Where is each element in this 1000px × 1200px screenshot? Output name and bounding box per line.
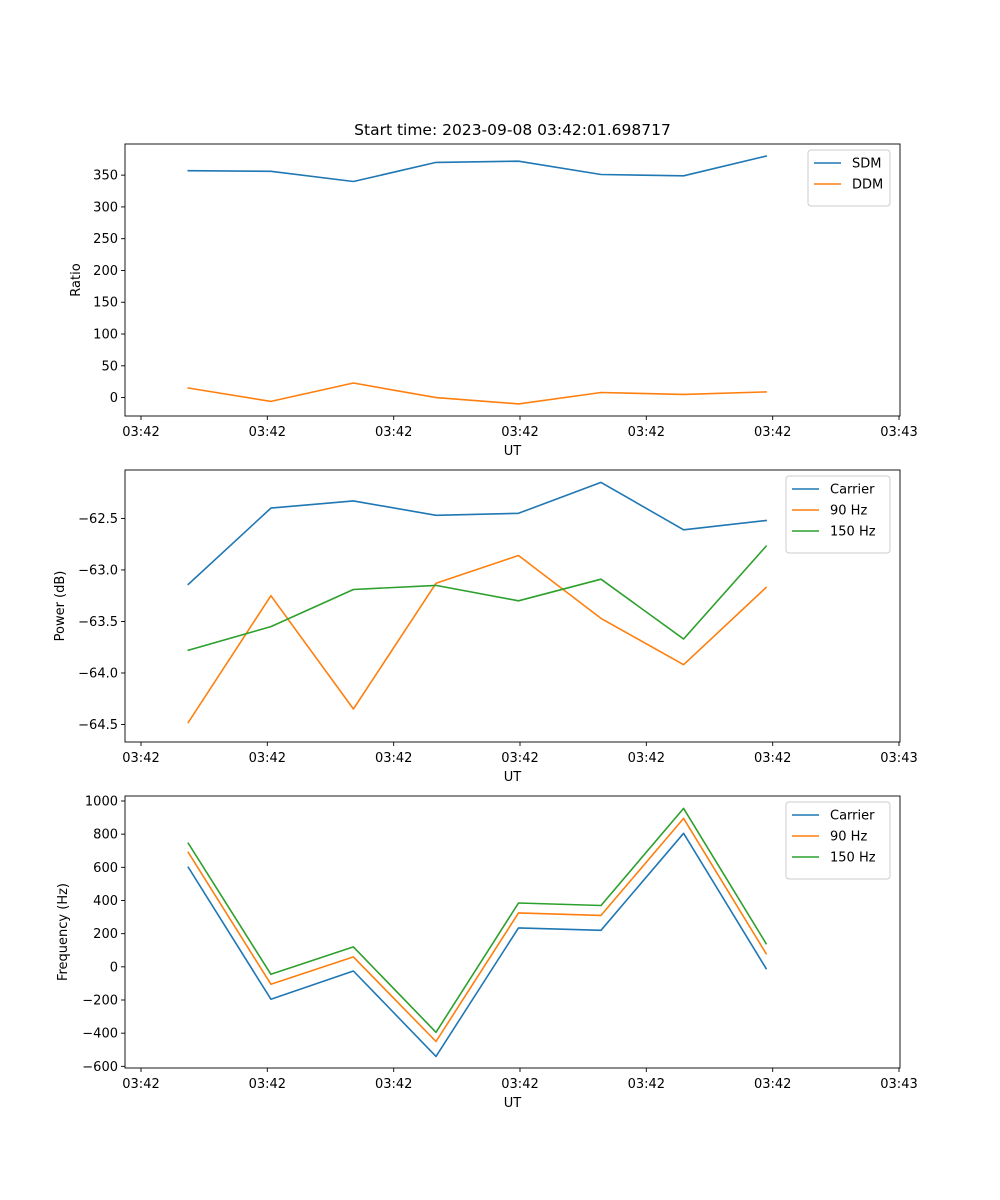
x-tick-label: 03:42 [754,425,791,440]
legend-entry: SDM [852,157,881,172]
x-tick-label: 03:42 [122,425,159,440]
y-tick-label: 1000 [85,794,118,809]
y-tick-label: 250 [93,232,118,247]
chart-title: Start time: 2023-09-08 03:42:01.698717 [354,121,671,139]
y-tick-label: −63.5 [78,615,118,630]
series-line-150-hz [187,807,768,1034]
x-tick-label: 03:43 [880,425,917,440]
y-tick-label: 0 [110,391,118,406]
y-tick-label: 350 [93,169,118,184]
x-tick-label: 03:42 [249,1077,286,1092]
y-tick-label: −200 [82,994,118,1009]
legend-entry: Carrier [830,483,875,498]
y-tick-label: −64.5 [78,718,118,733]
power-chart: 03:42 03:42 03:42 03:42 03:42 03:42 03:43 −64.5… [53,469,918,785]
axes-frame [124,143,901,417]
legend-entry: 90 Hz [830,830,867,845]
x-tick-label: 03:42 [501,425,538,440]
x-tick-label: 03:42 [122,751,159,766]
y-tick-label: −600 [82,1060,118,1075]
x-tick-label: 03:42 [628,751,665,766]
x-tick-label: 03:42 [628,1077,665,1092]
y-tick-label: 0 [110,960,118,975]
x-tick-label: 03:42 [501,1077,538,1092]
legend-box [785,475,891,554]
y-tick-label: −62.5 [78,512,118,527]
series-line-90-hz [187,554,768,724]
legend-box [807,149,891,207]
y-tick-label: −400 [82,1027,118,1042]
y-tick-label: 50 [101,359,118,374]
x-tick-label: 03:43 [880,1077,917,1092]
x-tick-label: 03:42 [754,751,791,766]
x-tick-label: 03:42 [375,425,412,440]
y-tick-label: 200 [93,927,118,942]
y-tick-label: −63.0 [78,563,118,578]
x-tick-label: 03:42 [628,425,665,440]
x-tick-label: 03:43 [880,751,917,766]
legend-box [785,801,891,880]
x-tick-label: 03:42 [375,751,412,766]
series-line-carrier [187,832,768,1058]
y-tick-label: 600 [93,861,118,876]
legend-entry: Carrier [830,809,875,824]
x-axis-label: UT [504,444,522,459]
x-tick-label: 03:42 [122,1077,159,1092]
x-axis-label: UT [504,1096,522,1111]
series-line-90-hz [187,817,768,1043]
y-axis-label: Power (dB) [53,571,68,642]
legend: Carrier 90 Hz 150 Hz [785,801,891,880]
y-tick-label: 300 [93,200,118,215]
x-tick-label: 03:42 [375,1077,412,1092]
x-axis-label: UT [504,770,522,785]
x-tick-label: 03:42 [249,425,286,440]
legend-entry: 150 Hz [830,851,876,866]
x-tick-label: 03:42 [249,751,286,766]
axes-frame [124,795,901,1069]
legend-entry: DDM [852,178,883,193]
legend-entry: 150 Hz [830,525,876,540]
y-tick-label: 100 [93,328,118,343]
y-axis-label: Ratio [69,263,84,296]
y-tick-label: −64.0 [78,666,118,681]
legend: SDM DDM [807,149,891,207]
series-line-sdm [187,155,768,183]
y-tick-label: 150 [93,296,118,311]
y-axis-label: Frequency (Hz) [56,883,71,981]
axes-frame [124,469,901,743]
series-line-ddm [187,382,767,405]
frequency-chart: 03:42 03:42 03:42 03:42 03:42 03:42 03:43 −600 −… [56,794,918,1111]
series-line-150-hz [187,545,768,652]
x-tick-label: 03:42 [501,751,538,766]
y-tick-label: 400 [93,894,118,909]
y-tick-label: 800 [93,828,118,843]
ratio-chart: 03:42 03:42 03:42 03:42 03:42 03:42 03:43 0 50 10… [69,121,918,459]
x-tick-label: 03:42 [754,1077,791,1092]
legend-entry: 90 Hz [830,504,867,519]
legend: Carrier 90 Hz 150 Hz [785,475,891,554]
series-line-carrier [187,481,767,586]
y-tick-label: 200 [93,264,118,279]
